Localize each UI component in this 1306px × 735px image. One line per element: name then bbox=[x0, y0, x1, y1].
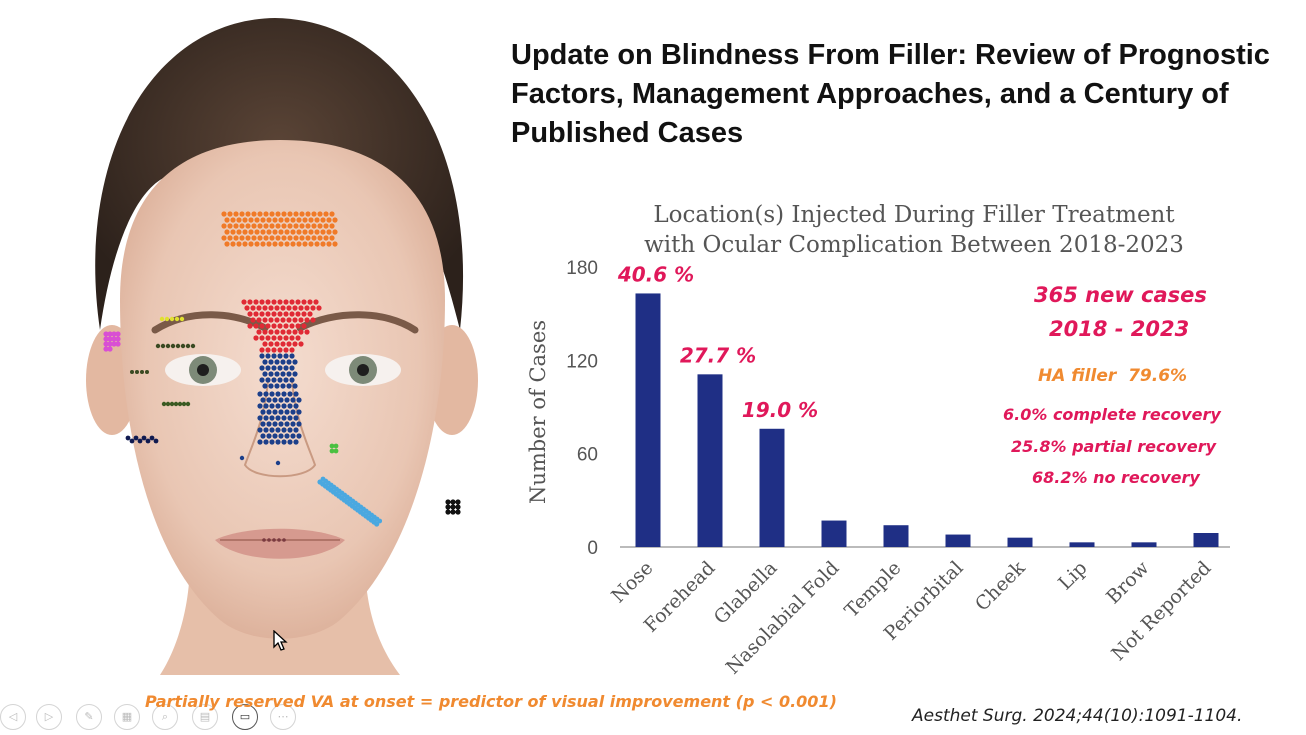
right-brow bbox=[296, 311, 419, 334]
nasolabial-dots bbox=[317, 476, 383, 527]
slide-title: Update on Blindness From Filler: Review … bbox=[511, 39, 1270, 149]
new-cases-line1: 365 new cases bbox=[1034, 283, 1207, 307]
temple-dots bbox=[103, 331, 121, 352]
x-tick-label: Lip bbox=[1054, 557, 1091, 594]
footnote: Partially reserved VA at onset = predict… bbox=[145, 692, 837, 711]
periorbital-dots bbox=[130, 316, 196, 407]
bar-forehead bbox=[697, 374, 723, 547]
chart-title-line2: with Ocular Complication Between 2018-20… bbox=[644, 232, 1184, 258]
partial-recovery-stat: 25.8% partial recovery bbox=[1011, 437, 1217, 456]
bar-lip bbox=[1069, 542, 1095, 547]
bar-brow bbox=[1131, 542, 1157, 547]
camera-icon[interactable]: ▭ bbox=[232, 704, 258, 730]
y-ticks: 0 60 120 180 bbox=[566, 258, 598, 559]
misc-dots bbox=[239, 443, 461, 542]
subtitles-icon[interactable]: ▤ bbox=[192, 704, 218, 730]
x-tick-label: Nasolabial Fold bbox=[722, 557, 844, 679]
x-tick-label: Brow bbox=[1102, 556, 1154, 608]
face-illustration bbox=[86, 18, 478, 675]
bar-chart: Location(s) Injected During Filler Treat… bbox=[526, 202, 1230, 679]
slides-icon[interactable]: ▦ bbox=[114, 704, 140, 730]
complete-recovery-stat: 6.0% complete recovery bbox=[1003, 405, 1221, 424]
left-brow bbox=[151, 311, 269, 334]
forehead-dots bbox=[221, 211, 338, 247]
x-tick-label: Cheek bbox=[971, 557, 1030, 616]
citation: Aesthet Surg. 2024;44(10):1091-1104. bbox=[912, 706, 1243, 726]
mouse-cursor-icon bbox=[273, 630, 288, 651]
glabella-dots bbox=[241, 299, 322, 353]
pen-icon[interactable]: ✎ bbox=[76, 704, 102, 730]
bar-nasolabial-fold bbox=[821, 520, 847, 547]
y-tick-label: 0 bbox=[587, 538, 598, 559]
bar-labels: 40.6 % 27.7 % 19.0 % bbox=[617, 262, 818, 421]
prev-icon[interactable]: ◁ bbox=[0, 704, 26, 730]
more-icon[interactable]: ⋯ bbox=[270, 704, 296, 730]
bar-temple bbox=[883, 525, 909, 547]
chart-title-line1: Location(s) Injected During Filler Treat… bbox=[653, 202, 1175, 228]
x-tick-label: Nose bbox=[607, 557, 657, 607]
bar-periorbital bbox=[945, 534, 971, 547]
bar-value-label: 19.0 % bbox=[742, 398, 818, 422]
ha-filler-stat: HA filler 79.6% bbox=[1038, 366, 1188, 386]
zoom-icon[interactable]: ⌕ bbox=[152, 704, 178, 730]
y-tick-label: 180 bbox=[566, 258, 598, 279]
y-axis-label: Number of Cases bbox=[526, 320, 550, 504]
nose-shape bbox=[243, 379, 317, 478]
hair bbox=[95, 18, 464, 330]
bar-nose bbox=[635, 293, 661, 547]
lips bbox=[215, 528, 345, 559]
bar-not-reported bbox=[1193, 533, 1219, 547]
y-tick-label: 120 bbox=[566, 351, 598, 372]
slideshow-toolbar: ◁ ▷ ✎ ▦ ⌕ ▤ ▭ ⋯ bbox=[0, 704, 310, 730]
next-icon[interactable]: ▷ bbox=[36, 704, 62, 730]
bar-glabella bbox=[759, 428, 785, 547]
nose-dots bbox=[257, 353, 302, 445]
new-cases-line2: 2018 - 2023 bbox=[1049, 317, 1190, 341]
bar-value-label: 40.6 % bbox=[617, 262, 694, 286]
bars bbox=[635, 293, 1219, 547]
no-recovery-stat: 68.2% no recovery bbox=[1032, 468, 1200, 487]
bar-value-label: 27.7 % bbox=[680, 343, 756, 367]
cheek-dots bbox=[125, 435, 159, 444]
bar-cheek bbox=[1007, 537, 1033, 547]
y-tick-label: 60 bbox=[577, 445, 598, 466]
